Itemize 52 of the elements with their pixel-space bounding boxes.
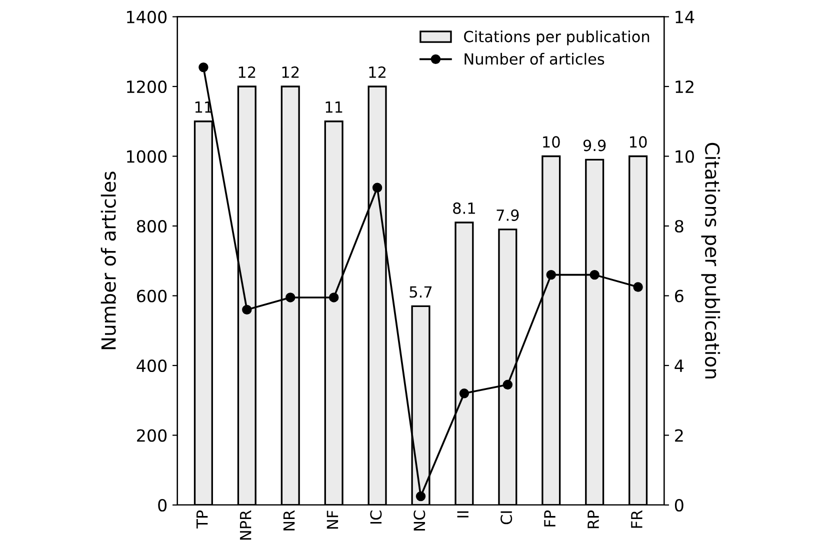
data-label: 5.7 — [410, 286, 432, 298]
data-label: 11 — [326, 101, 342, 113]
y2-tick-label: 14 — [676, 10, 694, 24]
y-axis-title: Number of articles — [100, 172, 116, 350]
point — [242, 304, 252, 315]
x-tick-label: TP — [196, 510, 208, 528]
x-tick-label: II — [457, 511, 468, 518]
y2-axis-title: Citations per publication — [701, 142, 720, 378]
y2-tick-label: 6 — [675, 290, 684, 302]
x-tick-label: CI — [500, 511, 512, 524]
x-tick-label: RP — [588, 510, 599, 528]
y-tick-label: 0 — [158, 498, 167, 512]
data-label: 12 — [238, 66, 256, 78]
y2-tick-label: 0 — [674, 498, 684, 512]
point — [546, 270, 556, 280]
point — [633, 282, 643, 292]
y2-tick-label: 8 — [674, 220, 684, 233]
x-tick-label: FP — [544, 510, 556, 526]
point — [198, 62, 208, 72]
x-tick-label: IC — [370, 510, 382, 524]
legend-label: Citations per publication — [464, 30, 650, 46]
x-tick-label: NC — [414, 510, 426, 530]
y-tick-label: 1200 — [127, 80, 167, 94]
legend-label: Number of articles — [464, 52, 604, 65]
y2-tick-label: 4 — [674, 360, 684, 372]
point — [328, 292, 339, 302]
point — [502, 380, 513, 390]
y-tick-label: 600 — [137, 290, 167, 302]
y-tick-label: 400 — [136, 359, 167, 372]
y2-tick-label: 10 — [676, 150, 694, 163]
y-tick-label: 200 — [137, 429, 167, 442]
x-tick-label: FR — [631, 510, 642, 528]
data-label: 8.1 — [453, 202, 475, 214]
data-label: 9.9 — [583, 140, 606, 152]
data-label: 10 — [543, 136, 560, 148]
y-tick-label: 1400 — [127, 10, 167, 24]
point — [286, 292, 296, 302]
x-tick-label: NPR — [240, 510, 252, 540]
point — [416, 491, 426, 502]
data-label: 12 — [369, 66, 386, 78]
data-label: 12 — [282, 66, 299, 78]
y-tick-label: 1000 — [127, 150, 167, 163]
point — [459, 388, 470, 398]
data-label: 10 — [630, 136, 647, 148]
x-tick-label: NR — [283, 510, 295, 530]
y2-tick-label: 2 — [675, 429, 683, 442]
data-label: 7.9 — [496, 209, 519, 221]
x-tick-label: NF — [326, 510, 338, 529]
y-tick-label: 800 — [136, 220, 167, 233]
y2-tick-label: 12 — [676, 80, 694, 93]
point — [590, 270, 600, 280]
point — [372, 182, 382, 192]
